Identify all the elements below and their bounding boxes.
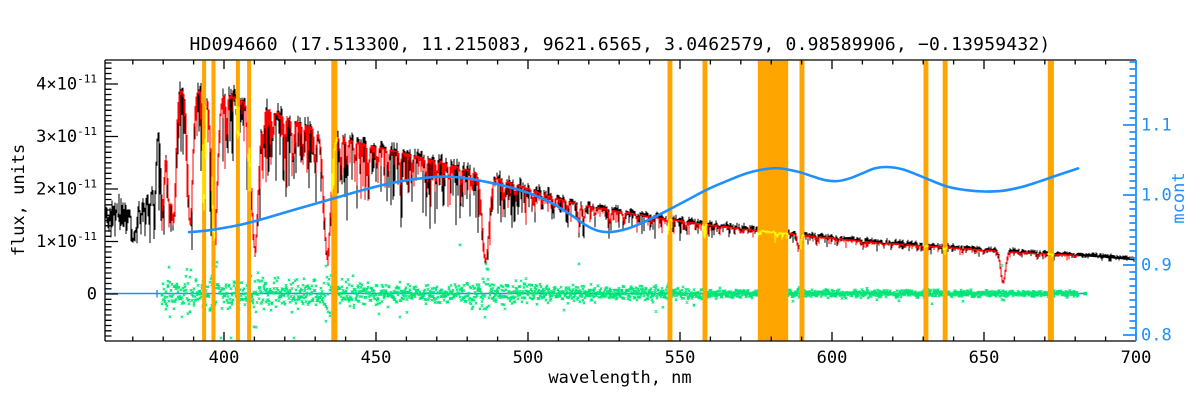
svg-text:0: 0 [87, 285, 97, 305]
svg-text:700: 700 [1121, 348, 1152, 368]
masked-model-series [202, 98, 1054, 258]
svg-text:0.9: 0.9 [1141, 256, 1172, 276]
mcont-continuum-curve [187, 165, 1080, 234]
residual-series [160, 243, 1080, 340]
plot-title: HD094660 (17.513300, 11.215083, 9621.656… [190, 34, 1051, 55]
svg-text:650: 650 [969, 348, 1000, 368]
right-axis-title: mcont [1169, 172, 1189, 223]
svg-text:450: 450 [361, 348, 392, 368]
svg-text:1.1: 1.1 [1141, 116, 1172, 136]
x-axis-title: wavelength, nm [548, 368, 691, 388]
svg-text:4×10-11: 4×10-11 [36, 73, 97, 95]
model-fit-series [161, 89, 1079, 284]
plot-frame-and-ticks [104, 59, 1137, 342]
left-axis-title: flux, units [9, 144, 29, 257]
svg-text:1.0: 1.0 [1141, 186, 1172, 206]
svg-text:2×10-11: 2×10-11 [36, 178, 97, 200]
svg-text:600: 600 [817, 348, 848, 368]
svg-text:500: 500 [513, 348, 544, 368]
svg-text:0.8: 0.8 [1141, 326, 1172, 346]
svg-text:3×10-11: 3×10-11 [36, 125, 97, 147]
svg-text:550: 550 [665, 348, 696, 368]
svg-text:400: 400 [209, 348, 240, 368]
svg-text:1×10-11: 1×10-11 [36, 230, 97, 252]
